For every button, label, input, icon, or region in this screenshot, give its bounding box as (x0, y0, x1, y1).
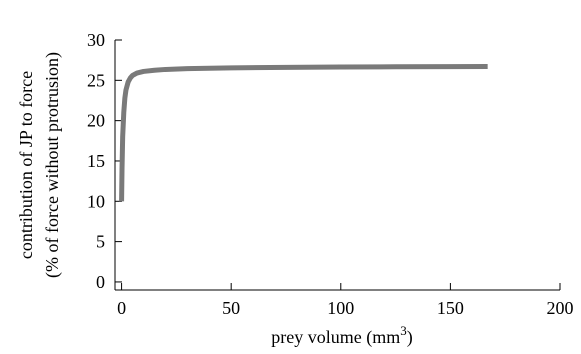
x-tick-label: 150 (437, 298, 464, 318)
data-line (119, 63, 488, 202)
y-axis-label-line2: (% of force without protrusion) (42, 52, 63, 278)
x-tick-label: 0 (117, 298, 126, 318)
x-tick-label: 200 (547, 298, 574, 318)
y-axis-label: contribution of JP to force (% of force … (16, 52, 63, 278)
x-ticks: 0 50 100 150 200 (117, 283, 574, 318)
y-ticks: 0 5 10 15 20 25 30 (87, 30, 122, 292)
y-tick-label: 25 (87, 70, 105, 90)
x-tick-label: 50 (222, 298, 240, 318)
x-axis-label-text: prey volume (mm (271, 327, 400, 348)
y-tick-label: 5 (96, 232, 105, 252)
y-tick-label: 30 (87, 30, 105, 50)
x-axis-label-superscript: 3 (400, 323, 407, 338)
plot-area: 0 5 10 15 20 25 30 0 50 100 150 200 (87, 30, 574, 318)
x-tick-label: 100 (327, 298, 354, 318)
y-tick-label: 15 (87, 151, 105, 171)
y-tick-label: 20 (87, 111, 105, 131)
y-axis-label-line1: contribution of JP to force (16, 71, 36, 259)
x-axis-label: prey volume (mm3) (271, 323, 412, 348)
y-tick-label: 0 (96, 272, 105, 292)
x-axis-label-suffix: ) (407, 327, 413, 348)
y-tick-label: 10 (87, 191, 105, 211)
